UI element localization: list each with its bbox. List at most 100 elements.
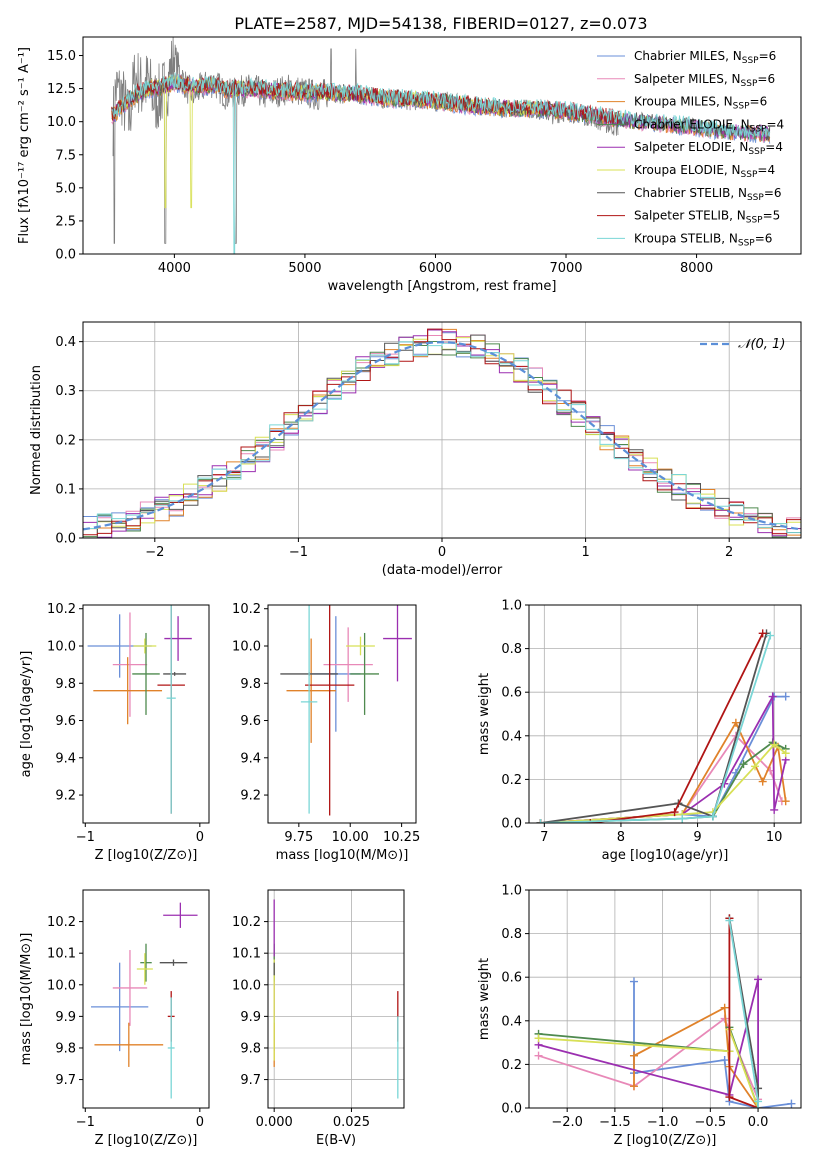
weight-line-8	[540, 635, 772, 823]
x-tick-label: 8000	[680, 261, 713, 276]
y-tick-label: 0.0	[55, 248, 76, 263]
axes-frame	[528, 604, 802, 824]
panel-spectrum: 4000 5000 6000 7000 8000 0.0 2.5 5.0 7.5 10.0 12.5…	[17, 36, 802, 294]
x-tick-label: 9.75	[284, 830, 313, 845]
weight-line-3	[540, 741, 787, 823]
weight-line-5	[540, 743, 787, 823]
y-tick-label: 0.2	[55, 433, 76, 448]
x-axis-label: wavelength [Angstrom, rest frame]	[328, 279, 557, 294]
x-tick-label: 0	[438, 545, 446, 560]
y-tick-label: 10.2	[47, 915, 76, 930]
y-tick-label: 1.0	[501, 884, 522, 899]
y-tick-label: 0.8	[501, 642, 522, 657]
y-tick-label: 15.0	[47, 49, 76, 64]
axes-frame	[267, 889, 405, 1109]
y-tick-label: 0.4	[55, 335, 76, 350]
legend-label: Salpeter MILES, NSSP=6	[634, 72, 775, 89]
weight-marker	[536, 819, 545, 823]
weight-marker	[751, 762, 760, 771]
normal-curve	[83, 341, 801, 531]
axes-frame	[528, 889, 802, 1109]
weight-marker	[781, 749, 790, 758]
y-tick-label: 0.0	[55, 532, 76, 547]
y-tick-label: 10.0	[47, 115, 76, 130]
panel-mass_vs_ebv: 0.000 0.025 9.7 9.8 9.9 10.0 10.1 10.2 E(B-V)	[232, 889, 405, 1148]
y-tick-label: 10.2	[47, 602, 76, 617]
y-tick-label: 9.2	[55, 789, 76, 804]
weight-marker	[781, 692, 790, 701]
axes-frame	[82, 889, 210, 1109]
weight-marker	[770, 740, 779, 749]
weight-line-6	[540, 633, 768, 823]
panel-residuals: −2 −1 0 1 2 0.0 0.1 0.2 0.3 0.4 (data-model)/error…	[29, 321, 802, 578]
weight-marker	[678, 814, 687, 823]
y-tick-label: 0.1	[55, 482, 76, 497]
y-tick-label: 0.4	[501, 729, 522, 744]
weight-marker	[731, 718, 740, 727]
y-tick-label: 10.1	[47, 947, 76, 962]
x-tick-label: 0	[196, 830, 204, 845]
histogram-8	[83, 341, 801, 534]
plot-area	[536, 629, 790, 823]
x-axis-label: Z [log10(Z/Z⊙)]	[614, 1133, 717, 1148]
weight-marker	[739, 760, 748, 769]
axes-frame	[267, 604, 417, 824]
x-axis-label: Z [log10(Z/Z⊙)]	[95, 1133, 198, 1148]
y-axis-label: Normed distribution	[29, 365, 44, 495]
x-tick-label: 1	[581, 545, 589, 560]
y-tick-label: 1.0	[501, 599, 522, 614]
weight-marker	[708, 812, 717, 821]
x-axis-label: mass [log10(M/M⊙)]	[276, 848, 409, 863]
legend-label: Kroupa STELIB, NSSP=6	[634, 231, 772, 248]
y-tick-label: 9.4	[240, 751, 261, 766]
plot-area	[87, 605, 192, 814]
y-tick-label: 9.7	[55, 1073, 76, 1088]
legend-label: Chabrier MILES, NSSP=6	[634, 49, 776, 66]
x-tick-label: −1.5	[599, 1115, 631, 1130]
y-tick-label: 0.2	[501, 1058, 522, 1073]
weight-marker	[629, 977, 638, 986]
legend-label: Salpeter STELIB, NSSP=5	[634, 209, 780, 226]
x-tick-label: 7000	[549, 261, 582, 276]
weight-marker	[586, 819, 595, 823]
legend-label: Kroupa MILES, NSSP=6	[634, 95, 767, 112]
x-tick-label: −1	[289, 545, 308, 560]
y-axis-label: mass weight	[477, 958, 492, 1040]
plot-area	[280, 605, 412, 816]
legend-label: 𝒩(0, 1)	[738, 337, 785, 352]
weight-line-4	[538, 979, 759, 1108]
panel-age_vs_metallicity: −1 0 9.2 9.4 9.6 9.8 10.0 10.2 Z [log10(Z/Z⊙)] ag…	[19, 602, 210, 863]
y-tick-label: 0.0	[501, 817, 522, 832]
plot-area	[111, 37, 771, 254]
model-spectrum-7	[111, 74, 620, 126]
weight-marker	[720, 1056, 729, 1065]
y-tick-label: 0.4	[501, 1014, 522, 1029]
plot-area	[83, 328, 801, 538]
x-axis-label: Z [log10(Z/Z⊙)]	[95, 848, 198, 863]
model-spectrum-8	[111, 72, 771, 254]
weight-marker	[781, 797, 790, 806]
panel-mass_vs_metallicity: −1 0 9.7 9.8 9.9 10.0 10.1 10.2 Z [log10(Z/Z⊙)] m…	[19, 889, 210, 1148]
x-axis-label: (data-model)/error	[382, 563, 503, 578]
legend-label: Salpeter ELODIE, NSSP=4	[634, 140, 783, 157]
plot-area	[534, 914, 796, 1108]
x-tick-label: −1	[76, 830, 95, 845]
observed-spectrum	[112, 37, 619, 244]
model-spectrum-6	[111, 75, 771, 142]
x-tick-label: 10.00	[332, 830, 369, 845]
y-tick-label: 10.0	[47, 639, 76, 654]
legend-label: Chabrier ELODIE, NSSP=4	[634, 117, 784, 134]
weight-line-7	[540, 632, 764, 823]
y-tick-label: 9.6	[55, 714, 76, 729]
weight-marker	[534, 1034, 543, 1043]
x-tick-label: 0.0	[748, 1115, 769, 1130]
x-tick-label: 10	[766, 830, 783, 845]
y-tick-label: 12.5	[47, 82, 76, 97]
x-tick-label: 10.25	[383, 830, 420, 845]
x-axis-label: age [log10(age/yr)]	[602, 848, 729, 863]
axes-frame	[82, 604, 210, 824]
y-tick-label: 10.0	[47, 978, 76, 993]
plot-area	[273, 899, 399, 1099]
y-axis-label: age [log10(age/yr)]	[19, 651, 34, 778]
weight-marker	[670, 808, 679, 817]
